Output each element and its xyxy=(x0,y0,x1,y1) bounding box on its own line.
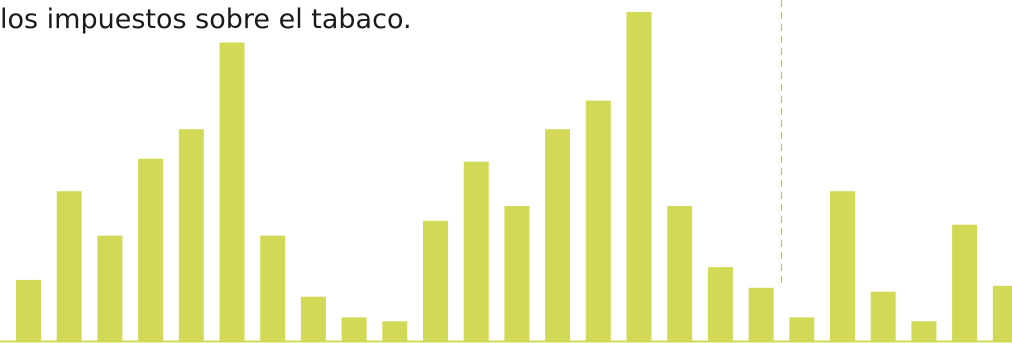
bar-10 xyxy=(382,321,408,341)
bar-6 xyxy=(219,42,245,341)
bar-25 xyxy=(992,285,1012,341)
bar-21 xyxy=(830,191,855,341)
bar-16 xyxy=(626,11,652,342)
chart-caption: los impuestos sobre el tabaco. xyxy=(0,4,412,35)
bar-5 xyxy=(178,129,204,341)
bar-22 xyxy=(870,291,896,341)
bar-20 xyxy=(789,317,815,341)
bar-14 xyxy=(545,129,571,341)
bar-15 xyxy=(585,100,611,341)
bar-4 xyxy=(138,158,164,341)
bar-17 xyxy=(667,206,693,341)
bar-24 xyxy=(952,224,978,341)
bar-23 xyxy=(911,321,937,341)
bar-12 xyxy=(463,161,489,341)
bar-7 xyxy=(260,235,286,341)
bar-19 xyxy=(748,287,774,341)
bar-9 xyxy=(341,317,367,341)
bar-2 xyxy=(56,191,82,341)
bar-18 xyxy=(707,267,733,341)
bar-13 xyxy=(504,206,530,341)
bar-1 xyxy=(16,279,41,341)
bar-8 xyxy=(300,296,326,341)
bar-3 xyxy=(97,235,123,341)
bar-11 xyxy=(423,220,448,341)
